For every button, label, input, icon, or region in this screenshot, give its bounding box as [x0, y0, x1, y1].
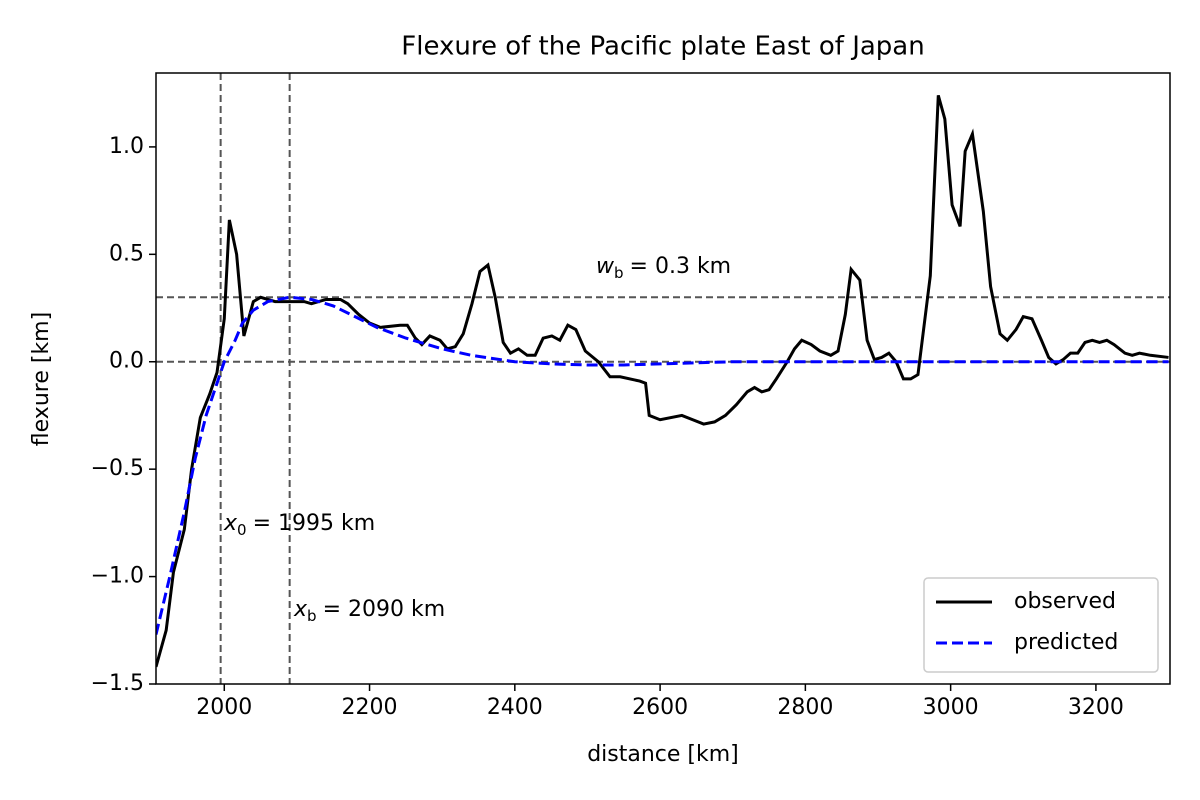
x-tick-label: 3000: [923, 695, 979, 720]
annotation: x0 = 1995 km: [223, 511, 375, 539]
y-tick-label: −0.5: [91, 456, 144, 481]
plot-frame: [155, 72, 1171, 685]
x-tick-label: 3200: [1068, 695, 1124, 720]
annotation-var: w: [596, 254, 615, 279]
annotation-text: = 1995 km: [253, 511, 376, 536]
annotation-var: x: [293, 597, 308, 622]
y-tick-label: 0.5: [109, 241, 144, 266]
annotation-var: x: [223, 511, 238, 536]
series-line: [156, 94, 1169, 668]
y-tick-label: 0.0: [109, 349, 144, 374]
y-tick-label: −1.0: [91, 564, 144, 589]
annotation: wb = 0.3 km: [596, 254, 731, 282]
x-tick-label: 2200: [342, 695, 398, 720]
annotation-sub: b: [614, 264, 624, 282]
annotation-text: = 0.3 km: [630, 254, 732, 279]
legend-label: observed: [1014, 589, 1116, 614]
legend-label: predicted: [1014, 630, 1118, 655]
x-tick-label: 2600: [632, 695, 688, 720]
x-axis-label: distance [km]: [587, 742, 739, 767]
annotation-text: = 2090 km: [323, 597, 446, 622]
annotation: xb = 2090 km: [293, 597, 445, 625]
y-axis-label: flexure [km]: [29, 312, 54, 446]
annotation-sub: 0: [237, 521, 247, 539]
y-tick-label: −1.5: [91, 671, 144, 696]
y-tick-label: 1.0: [109, 134, 144, 159]
x-tick-label: 2400: [487, 695, 543, 720]
chart-title: Flexure of the Pacific plate East of Jap…: [401, 32, 924, 62]
annotation-sub: b: [307, 607, 317, 625]
x-tick-label: 2000: [196, 695, 252, 720]
x-tick-label: 2800: [777, 695, 833, 720]
series-line: [156, 295, 1169, 635]
